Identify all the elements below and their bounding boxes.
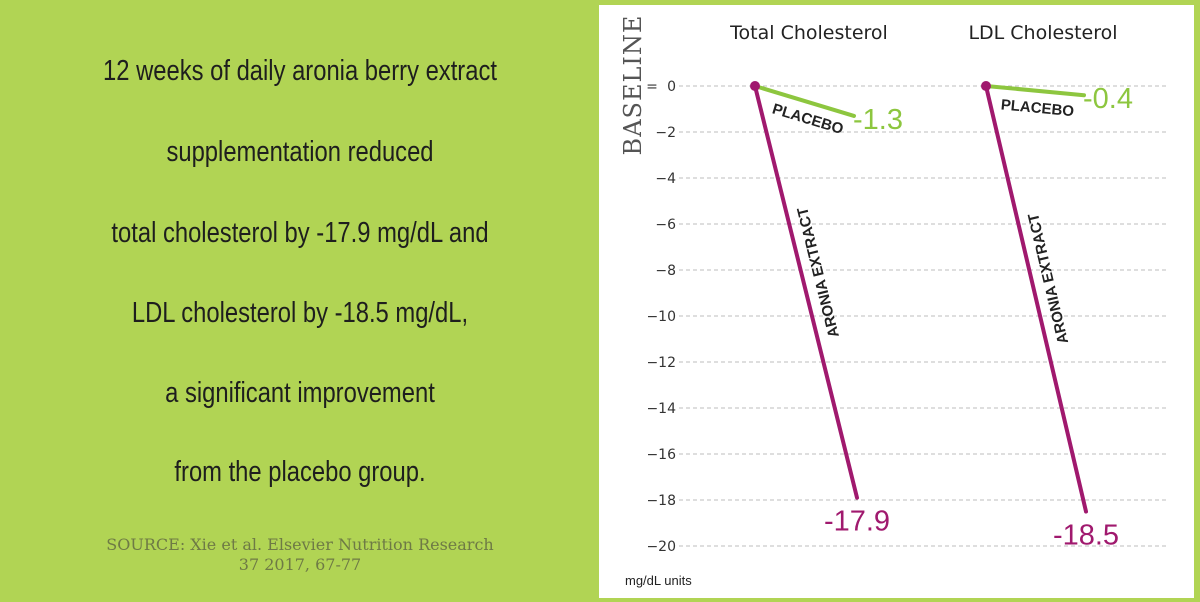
y-tick-label: −14 bbox=[646, 401, 676, 417]
y-tick-label: −8 bbox=[655, 263, 676, 279]
panel-title: LDL Cholesterol bbox=[968, 22, 1117, 44]
y-tick-label: −16 bbox=[646, 447, 676, 463]
headline-line-3: total cholesterol by -17.9 mg/dL and bbox=[111, 217, 489, 249]
headline-line-4: LDL cholesterol by -18.5 mg/dL, bbox=[131, 297, 469, 329]
aronia-line bbox=[753, 84, 859, 500]
aronia-end-value: -17.9 bbox=[824, 506, 890, 538]
y-tick-label: −2 bbox=[655, 125, 676, 141]
y-tick-label: −20 bbox=[646, 539, 676, 555]
chart-panel: 0 −2 −4 −6 −8 −10 −12 −14 −16 −18 −20 = BASELINE mg/… bbox=[599, 5, 1194, 598]
placebo-line bbox=[753, 84, 856, 118]
y-axis-title: BASELINE bbox=[619, 15, 647, 156]
baseline-start-dot bbox=[750, 81, 760, 91]
headline-line-1: 12 weeks of daily aronia berry extract bbox=[103, 55, 497, 87]
headline-line-6: from the placebo group. bbox=[174, 456, 426, 488]
aronia-line bbox=[984, 84, 1088, 514]
headline-line-2: supplementation reduced bbox=[166, 136, 434, 168]
headline-line-5: a significant improvement bbox=[165, 377, 435, 409]
y-tick-label: −4 bbox=[655, 171, 676, 187]
y-tick-label: −18 bbox=[646, 493, 676, 509]
summary-panel: 12 weeks of daily aronia berry extract s… bbox=[103, 55, 497, 574]
y-tick-label: 0 bbox=[667, 79, 676, 95]
y-unit-label: mg/dL units bbox=[625, 573, 692, 588]
y-tick-label: −12 bbox=[646, 355, 676, 371]
source-citation-line-1: SOURCE: Xie et al. Elsevier Nutrition Re… bbox=[106, 535, 494, 554]
placebo-end-value: -0.4 bbox=[1083, 83, 1133, 115]
placebo-series-label: PLACEBO bbox=[1000, 96, 1075, 120]
source-citation-line-2: 37 2017, 67-77 bbox=[238, 555, 362, 574]
placebo-end-value: -1.3 bbox=[853, 104, 903, 136]
aronia-end-value: -18.5 bbox=[1053, 520, 1119, 552]
y-tick-label: −6 bbox=[655, 217, 676, 233]
baseline-equals-mark: = bbox=[646, 79, 658, 95]
cholesterol-chart: 0 −2 −4 −6 −8 −10 −12 −14 −16 −18 −20 = BASELINE mg/… bbox=[619, 15, 1169, 588]
placebo-line bbox=[984, 84, 1086, 98]
panel-title: Total Cholesterol bbox=[729, 22, 888, 44]
y-tick-label: −10 bbox=[646, 309, 676, 325]
baseline-start-dot bbox=[981, 81, 991, 91]
